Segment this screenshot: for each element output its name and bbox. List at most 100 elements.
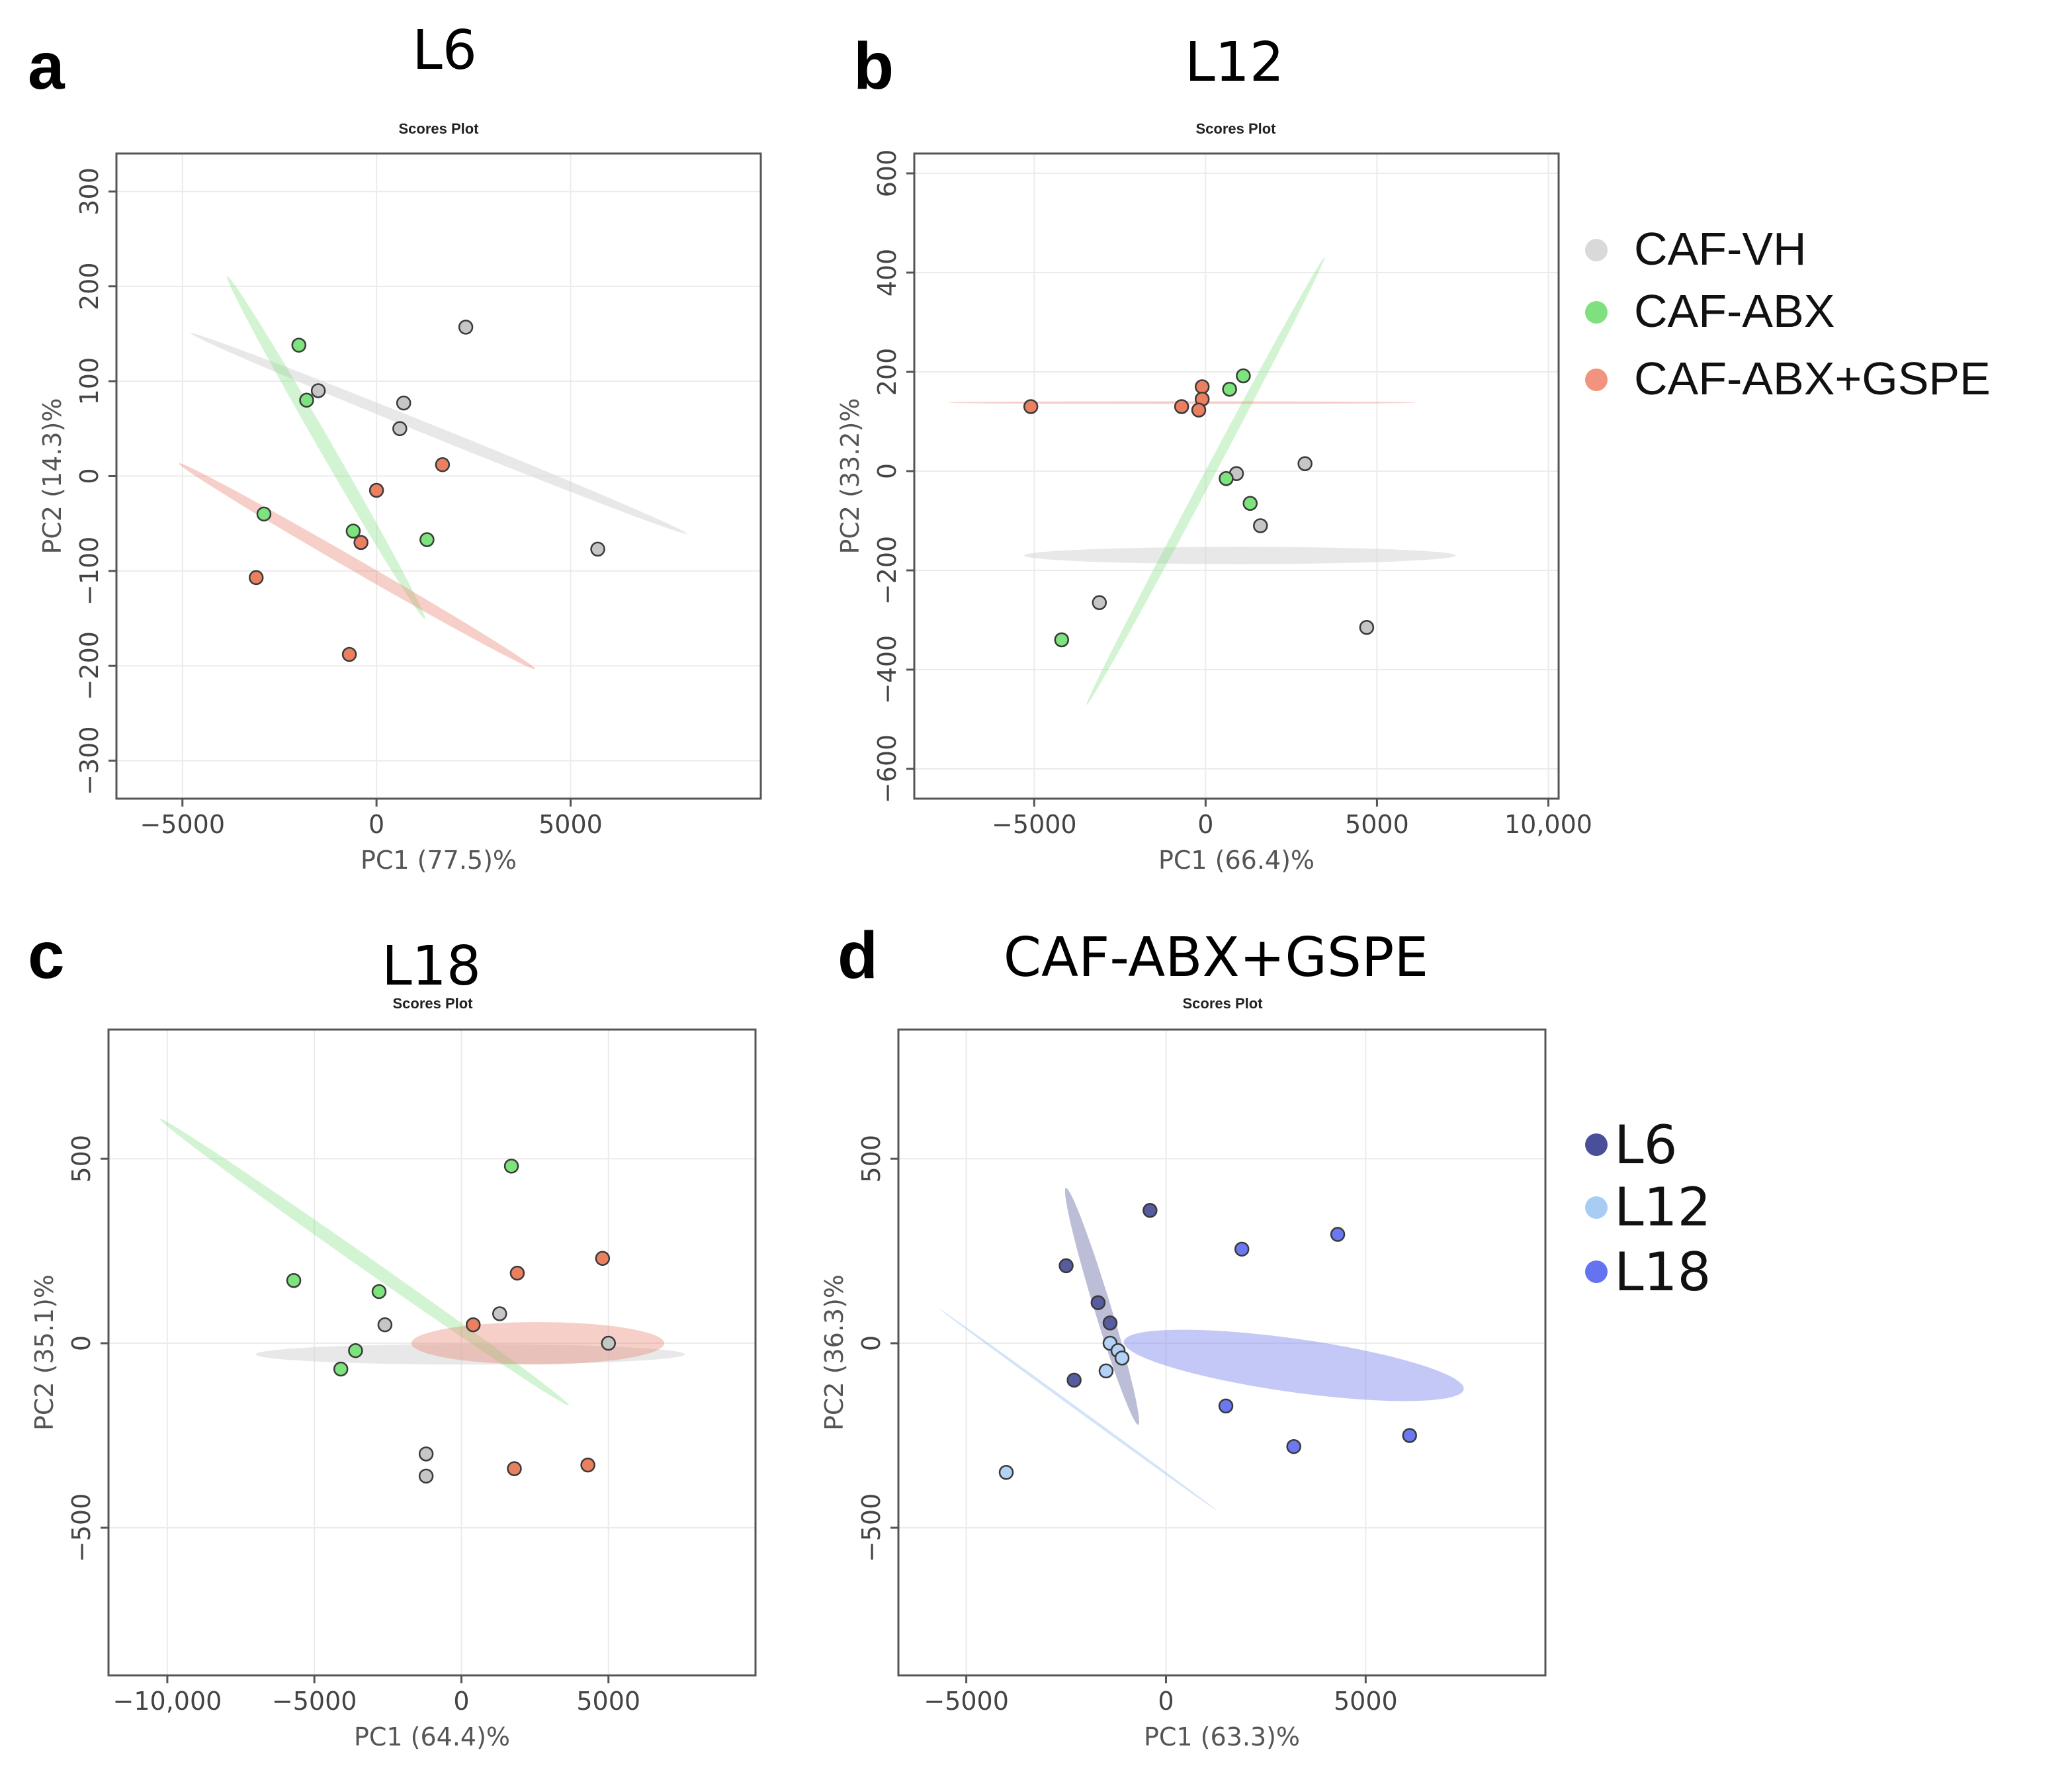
panel-b-ytick-label-1: −400 bbox=[873, 635, 902, 704]
panel-c-point-caf-abx-gspe-2 bbox=[465, 1317, 481, 1333]
panel-a-point-caf-abx-gspe-1 bbox=[368, 482, 384, 498]
legend-marker-l18 bbox=[1585, 1260, 1608, 1283]
panel-a-ytick-label-5: 200 bbox=[75, 262, 104, 310]
panel-b-ticks: −5000 0 5000 10,000 −600 −400 −200 0 200 400 600 bbox=[873, 150, 1592, 839]
panel-b-ytick-label-3: 0 bbox=[873, 463, 902, 479]
panel-d-point-l18-2 bbox=[1218, 1398, 1234, 1414]
panel-a-ylabel: PC2 (14.3)% bbox=[38, 398, 67, 554]
panel-a-point-caf-abx-2 bbox=[256, 506, 272, 522]
panel-c-point-caf-abx-gspe-3 bbox=[507, 1461, 522, 1476]
panel-a-point-caf-vh-4 bbox=[590, 541, 605, 557]
panel-c-point-caf-abx-3 bbox=[348, 1343, 363, 1358]
panel-c-points bbox=[286, 1159, 616, 1484]
panel-b-ytick-label-0: −600 bbox=[873, 734, 902, 803]
panel-c-ellipses bbox=[159, 1118, 685, 1406]
panel-c-letter: c bbox=[28, 918, 65, 993]
panel-a-point-caf-abx-3 bbox=[345, 523, 361, 539]
legend-label-l6: L6 bbox=[1614, 1114, 1677, 1176]
panel-a-point-caf-abx-1 bbox=[299, 392, 314, 408]
panel-d-frame bbox=[897, 1028, 1547, 1677]
panel-a: a L6 Scores Plot −5000 0 5000 −300 −200 −100 0 100… bbox=[28, 19, 762, 875]
panel-a-points bbox=[248, 320, 605, 662]
panel-a-subtitle: Scores Plot bbox=[398, 120, 479, 137]
panel-d-point-l6-4 bbox=[1066, 1372, 1082, 1388]
legend-label-caf-vh: CAF-VH bbox=[1634, 223, 1807, 275]
panel-a-ellipse-caf-abx bbox=[227, 276, 425, 619]
panel-d-point-l6-3 bbox=[1102, 1315, 1118, 1331]
panel-a-grid bbox=[116, 154, 761, 799]
panel-b-title: L12 bbox=[1185, 31, 1284, 94]
panel-d-points bbox=[998, 1203, 1417, 1480]
panel-d-point-l18-3 bbox=[1286, 1438, 1301, 1454]
panel-c-xtick-label-0: −10,000 bbox=[113, 1687, 222, 1716]
panel-b-letter: b bbox=[853, 29, 894, 103]
panel-b-xlabel: PC1 (66.4)% bbox=[1158, 846, 1315, 875]
panel-d-point-l6-1 bbox=[1058, 1258, 1074, 1274]
panel-d-ytick-label-1: 0 bbox=[857, 1335, 886, 1351]
legend-label-l12: L12 bbox=[1614, 1176, 1711, 1238]
panel-a-point-caf-vh-3 bbox=[392, 421, 408, 437]
panel-c-xtick-label-2: 0 bbox=[453, 1687, 469, 1716]
panel-c-ytick-label-0: −500 bbox=[67, 1493, 96, 1562]
panel-a-letter: a bbox=[28, 29, 65, 103]
panel-a-point-caf-vh-2 bbox=[396, 395, 411, 411]
panel-a-point-caf-abx-0 bbox=[291, 337, 307, 353]
panel-d-ytick-label-2: 500 bbox=[857, 1135, 886, 1183]
lactation-legend: L6 L12 L18 bbox=[1585, 1114, 1711, 1303]
panel-a-ytick-label-1: −200 bbox=[75, 631, 104, 700]
panel-d-ytick-label-0: −500 bbox=[857, 1493, 886, 1562]
panel-a-ticks: −5000 0 5000 −300 −200 −100 0 100 200 300 bbox=[75, 167, 603, 839]
panel-a-title: L6 bbox=[412, 19, 477, 82]
panel-a-point-caf-vh-0 bbox=[458, 320, 474, 335]
panel-b-xtick-label-3: 10,000 bbox=[1504, 810, 1592, 839]
panel-c-point-caf-abx-1 bbox=[286, 1272, 302, 1288]
panel-b-xtick-label-0: −5000 bbox=[992, 810, 1077, 839]
panel-c-ellipse-caf-abx bbox=[159, 1118, 570, 1406]
panel-c-xlabel: PC1 (64.4)% bbox=[354, 1722, 510, 1751]
panel-b-ylabel: PC2 (33.2)% bbox=[836, 398, 865, 554]
panel-d-xlabel: PC1 (63.3)% bbox=[1144, 1722, 1300, 1751]
legend-label-l18: L18 bbox=[1614, 1241, 1711, 1303]
panel-b-point-caf-vh-3 bbox=[1092, 595, 1107, 610]
panel-b-ellipse-caf-abx bbox=[1086, 257, 1325, 705]
panel-c-ellipse-caf-abx-gspe bbox=[411, 1322, 665, 1365]
panel-d-point-l18-1 bbox=[1234, 1241, 1250, 1257]
panel-b-ellipse-caf-vh bbox=[1023, 547, 1456, 564]
panel-b-xtick-label-1: 0 bbox=[1197, 810, 1213, 839]
panel-b-point-caf-abx-3 bbox=[1242, 496, 1258, 511]
panel-d-xtick-label-2: 5000 bbox=[1334, 1687, 1398, 1716]
panel-d-ylabel: PC2 (36.3)% bbox=[820, 1274, 849, 1431]
panel-c-point-caf-abx-4 bbox=[333, 1361, 349, 1377]
panel-c-point-caf-vh-0 bbox=[377, 1317, 393, 1333]
panel-c-title: L18 bbox=[382, 935, 481, 998]
panel-a-point-caf-abx-gspe-2 bbox=[353, 535, 368, 551]
panel-b-frame bbox=[913, 152, 1560, 800]
panel-a-ytick-label-0: −300 bbox=[75, 726, 104, 795]
panel-b-point-caf-abx-1 bbox=[1222, 382, 1237, 397]
panel-a-ytick-label-2: −100 bbox=[75, 537, 104, 605]
legend-marker-l6 bbox=[1585, 1133, 1608, 1156]
panel-d-point-l6-2 bbox=[1090, 1295, 1106, 1310]
panel-d-point-l12-4 bbox=[998, 1465, 1014, 1480]
panel-c-point-caf-vh-1 bbox=[492, 1306, 507, 1321]
panel-c-point-caf-abx-gspe-0 bbox=[595, 1251, 611, 1266]
panel-b-points bbox=[1023, 368, 1375, 648]
panel-d-title: CAF-ABX+GSPE bbox=[1004, 926, 1428, 989]
panel-c-point-caf-abx-2 bbox=[371, 1284, 387, 1300]
panel-d-xtick-label-1: 0 bbox=[1158, 1687, 1174, 1716]
panel-c-point-caf-abx-gspe-4 bbox=[580, 1457, 595, 1473]
panel-c-point-caf-vh-4 bbox=[418, 1468, 434, 1484]
panel-b-point-caf-abx-gspe-4 bbox=[1191, 402, 1207, 418]
panel-b-point-caf-vh-2 bbox=[1253, 518, 1268, 533]
panel-d-xtick-label-0: −5000 bbox=[924, 1687, 1009, 1716]
panel-c-ylabel: PC2 (35.1)% bbox=[30, 1274, 59, 1431]
panel-b-point-caf-abx-0 bbox=[1236, 368, 1251, 384]
panel-d-point-l6-0 bbox=[1143, 1203, 1158, 1218]
panel-a-point-caf-abx-gspe-0 bbox=[435, 457, 451, 472]
panel-a-point-caf-abx-gspe-3 bbox=[248, 570, 264, 586]
